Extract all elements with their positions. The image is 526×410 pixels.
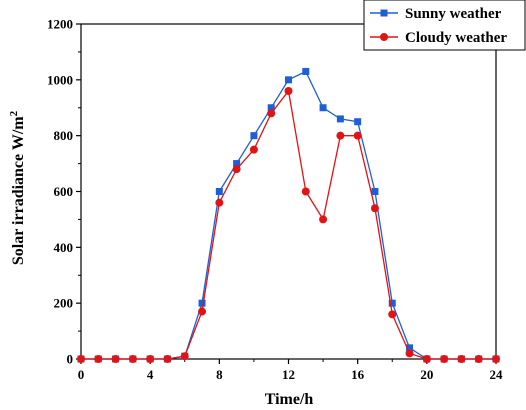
legend-box bbox=[363, 0, 526, 51]
data-point bbox=[302, 67, 310, 75]
data-point bbox=[422, 355, 431, 363]
y-tick-label: 1200 bbox=[47, 17, 73, 32]
data-point bbox=[354, 118, 362, 126]
data-point bbox=[198, 307, 207, 316]
x-tick-label: 8 bbox=[216, 367, 223, 382]
legend-label: Cloudy weather bbox=[405, 30, 507, 46]
data-point bbox=[232, 165, 241, 174]
data-point bbox=[198, 299, 206, 307]
y-axis-title-main: Solar irradiance W/m bbox=[10, 116, 27, 265]
data-point bbox=[371, 188, 379, 195]
data-point bbox=[440, 355, 449, 363]
series-cloudy-weather bbox=[77, 87, 500, 363]
data-point bbox=[336, 131, 345, 140]
data-point bbox=[233, 160, 241, 168]
data-point bbox=[77, 355, 85, 363]
data-point bbox=[474, 355, 483, 363]
data-point bbox=[457, 355, 466, 363]
series-line bbox=[81, 70, 496, 360]
data-point bbox=[146, 355, 155, 363]
data-point bbox=[406, 344, 414, 352]
data-point bbox=[111, 355, 120, 363]
data-point bbox=[370, 204, 379, 213]
x-axis-ticks: 0 4 8 12 16 20 24 bbox=[78, 359, 503, 382]
y-axis-title-superscript: 2 bbox=[8, 110, 20, 116]
data-point bbox=[250, 132, 258, 140]
data-point bbox=[128, 355, 137, 363]
y-tick-label: 600 bbox=[54, 184, 74, 199]
y-axis-title: Solar irradiance W/m2 bbox=[8, 110, 27, 265]
data-point bbox=[215, 198, 224, 207]
plot-area bbox=[80, 23, 497, 360]
x-tick-label: 0 bbox=[78, 367, 85, 382]
x-tick-label: 20 bbox=[420, 367, 433, 382]
data-point bbox=[405, 349, 414, 358]
legend-marker bbox=[380, 33, 388, 41]
series-layer bbox=[77, 67, 500, 363]
y-tick-label: 200 bbox=[54, 296, 74, 311]
x-tick-label: 24 bbox=[490, 367, 504, 382]
data-point bbox=[94, 355, 103, 363]
data-point bbox=[284, 87, 293, 95]
x-tick-label: 4 bbox=[147, 367, 154, 382]
data-point bbox=[163, 355, 172, 363]
data-point bbox=[336, 115, 344, 123]
y-tick-label: 400 bbox=[54, 240, 74, 255]
data-point bbox=[267, 104, 275, 112]
data-point bbox=[249, 145, 258, 154]
y-tick-label: 1000 bbox=[47, 72, 73, 87]
y-tick-label: 800 bbox=[54, 128, 74, 143]
series-sunny-weather bbox=[77, 67, 500, 363]
data-point bbox=[319, 104, 327, 112]
data-point bbox=[215, 188, 223, 195]
data-point bbox=[388, 299, 396, 307]
data-point bbox=[388, 310, 397, 319]
y-axis-ticks: 0 200 400 600 800 1000 1200 bbox=[47, 17, 81, 367]
legend-marker bbox=[380, 9, 388, 17]
data-point bbox=[267, 109, 276, 118]
data-point bbox=[492, 355, 500, 363]
plot-frame bbox=[80, 23, 497, 360]
x-tick-label: 16 bbox=[351, 367, 365, 382]
series-line bbox=[81, 89, 496, 360]
data-point bbox=[319, 215, 328, 224]
x-tick-label: 12 bbox=[282, 367, 295, 382]
legend-label: Sunny weather bbox=[405, 6, 502, 22]
y-tick-label: 0 bbox=[67, 352, 74, 367]
data-point bbox=[180, 352, 189, 361]
data-point bbox=[301, 187, 310, 196]
legend: Sunny weather Cloudy weather bbox=[363, 0, 526, 51]
data-point bbox=[285, 76, 292, 84]
data-point bbox=[353, 131, 362, 140]
x-axis-title: Time/h bbox=[265, 391, 314, 408]
